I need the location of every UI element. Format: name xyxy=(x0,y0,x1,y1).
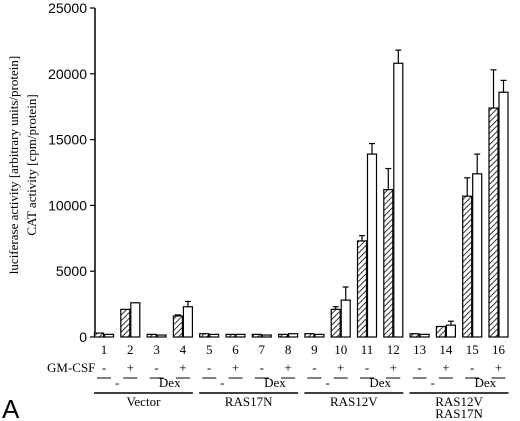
lane-number: 4 xyxy=(180,342,187,357)
bar-hatched xyxy=(146,333,157,338)
lane-number: 3 xyxy=(153,342,160,357)
lane-labels: 1 2 3 4 5 6 7 8 9 10 11 12 13 14 15 16 xyxy=(101,342,506,357)
dex-label: Dex xyxy=(264,375,286,390)
dex-label: - xyxy=(115,375,119,390)
dex-label: - xyxy=(220,375,224,390)
y-axis: 0 5000 10000 15000 20000 25000 xyxy=(48,0,96,345)
y-tick-label: 5000 xyxy=(56,263,87,279)
gm-csf-sign: - xyxy=(470,360,474,375)
y-tick-label: 25000 xyxy=(48,0,87,16)
bar-hatched xyxy=(93,332,105,338)
gm-csf-sign: - xyxy=(260,360,264,375)
gm-csf-sign: - xyxy=(312,360,316,375)
gm-csf-sign: + xyxy=(390,360,397,375)
bar-hatched xyxy=(356,240,368,338)
group-label: Vector xyxy=(126,394,161,409)
dex-label: Dex xyxy=(475,375,497,390)
bar-open xyxy=(393,62,404,338)
bar-open xyxy=(103,333,115,338)
bar-hatched xyxy=(409,333,420,338)
lane-number: 1 xyxy=(101,342,108,357)
lane-number: 7 xyxy=(259,342,266,357)
group-label: RAS12V xyxy=(435,394,483,409)
bar-hatched xyxy=(225,333,236,338)
bar-open xyxy=(288,333,299,338)
lane-number: 12 xyxy=(387,342,400,357)
dex-label: Dex xyxy=(159,375,181,390)
bar-open xyxy=(366,153,378,338)
dex-label: - xyxy=(325,375,329,390)
bar-hatched xyxy=(251,333,262,338)
lane-number: 16 xyxy=(492,342,506,357)
lane-number: 6 xyxy=(232,342,239,357)
group-label: RAS17N xyxy=(225,394,273,409)
gm-csf-sign: - xyxy=(207,360,211,375)
bar-hatched xyxy=(462,195,473,338)
lane-number: 15 xyxy=(466,342,479,357)
gm-csf-sign: + xyxy=(232,360,239,375)
lane-number: 9 xyxy=(311,342,318,357)
bar-hatched xyxy=(488,107,499,338)
y-tick-label: 0 xyxy=(79,329,87,345)
bar-open xyxy=(235,333,246,338)
bar-hatched xyxy=(304,333,315,338)
dex-label: Dex xyxy=(369,375,391,390)
bar-open xyxy=(419,333,430,338)
lane-number: 13 xyxy=(413,342,426,357)
gm-csf-sign: + xyxy=(337,360,344,375)
gm-csf-sign: + xyxy=(442,360,449,375)
group-label: RAS12V xyxy=(330,394,378,409)
gm-csf-label: GM-CSF xyxy=(47,360,95,375)
lane-number: 11 xyxy=(361,342,374,357)
gm-csf-sign: - xyxy=(154,360,158,375)
lane-number: 2 xyxy=(127,342,134,357)
bar-hatched xyxy=(330,308,341,338)
gm-csf-sign: + xyxy=(179,360,186,375)
gm-csf-sign: + xyxy=(127,360,134,375)
y-tick-label: 20000 xyxy=(48,66,87,82)
bar-open xyxy=(261,334,272,338)
bar-hatched xyxy=(172,315,183,338)
bar-open xyxy=(445,324,456,338)
y-tick-label: 15000 xyxy=(48,132,87,148)
bar-hatched xyxy=(199,333,210,338)
y-tick-label: 10000 xyxy=(48,197,87,213)
lane-number: 10 xyxy=(334,342,347,357)
bar-hatched xyxy=(278,333,289,338)
bar-hatched xyxy=(435,325,446,338)
y-axis-label-line1: luciferase activity [arbitrary units/pro… xyxy=(6,56,21,274)
bar-open xyxy=(209,333,220,338)
gm-csf-sign: + xyxy=(284,360,291,375)
dex-label: - xyxy=(431,375,435,390)
bar-open xyxy=(314,333,325,338)
panel-label: A xyxy=(2,394,20,421)
group-label: RAS17N xyxy=(435,406,483,421)
gm-csf-sign: - xyxy=(102,360,106,375)
bar-open xyxy=(156,334,167,338)
bar-open xyxy=(472,173,483,338)
bar-hatched xyxy=(383,189,394,338)
gm-csf-signs: - + - + - + - + - + - + - + - + xyxy=(97,360,506,379)
lane-number: 8 xyxy=(285,342,292,357)
lane-number: 5 xyxy=(206,342,213,357)
bar-open xyxy=(130,302,141,338)
bars-group xyxy=(93,49,509,338)
bar-open xyxy=(340,299,351,338)
gm-csf-sign: - xyxy=(417,360,421,375)
bar-hatched xyxy=(120,308,131,338)
gm-csf-sign: - xyxy=(365,360,369,375)
bar-open xyxy=(182,306,193,338)
lane-number: 14 xyxy=(439,342,453,357)
bar-open xyxy=(498,91,509,338)
gm-csf-sign: + xyxy=(495,360,502,375)
dex-row: - Dex - Dex - Dex - Dex xyxy=(115,375,497,390)
y-axis-label-line2: CAT activity [cpm/protein] xyxy=(24,94,39,235)
